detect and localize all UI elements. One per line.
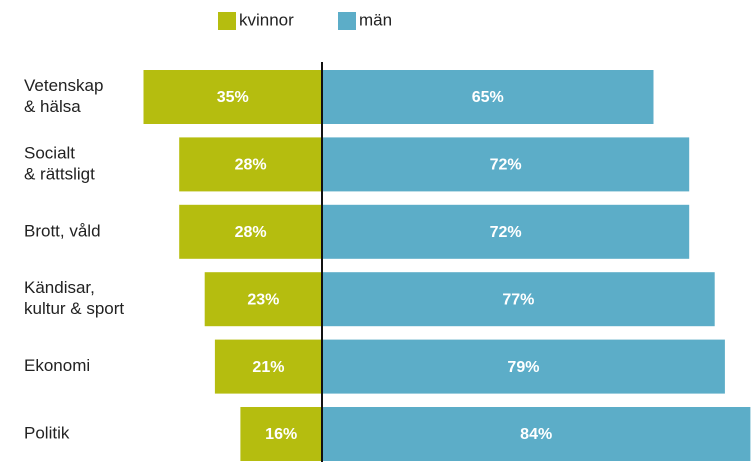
value-label: 21% <box>252 359 284 376</box>
bar <box>322 204 690 259</box>
category-label: Ekonomi <box>24 356 90 375</box>
value-label: 28% <box>235 224 267 241</box>
bar <box>240 407 322 461</box>
value-label: 28% <box>235 157 267 174</box>
category-label: & rättsligt <box>24 164 95 183</box>
category-label: Kändisar, <box>24 278 95 297</box>
category-label: Politik <box>24 423 70 442</box>
category-label: Socialt <box>24 143 75 162</box>
value-label: 72% <box>490 157 522 174</box>
legend-swatch <box>218 12 236 30</box>
value-label: 23% <box>247 291 279 308</box>
category-label: Vetenskap <box>24 76 103 95</box>
bar <box>322 407 751 461</box>
value-label: 79% <box>507 359 539 376</box>
value-label: 16% <box>265 426 297 443</box>
bar <box>204 272 322 327</box>
value-label: 72% <box>490 224 522 241</box>
category-label: kultur & sport <box>24 299 124 318</box>
category-label: Brott, våld <box>24 221 101 240</box>
bar <box>214 339 322 394</box>
legend-label: män <box>359 10 392 29</box>
value-label: 35% <box>217 89 249 106</box>
bar <box>322 70 654 124</box>
bar <box>179 137 322 192</box>
value-label: 84% <box>520 426 552 443</box>
bar <box>322 137 690 192</box>
bar <box>322 272 715 327</box>
value-label: 77% <box>502 291 534 308</box>
bar <box>322 339 725 394</box>
legend-swatch <box>338 12 356 30</box>
value-label: 65% <box>472 89 504 106</box>
legend-label: kvinnor <box>239 10 294 29</box>
bar <box>143 70 322 124</box>
bar <box>179 204 322 259</box>
category-label: & hälsa <box>24 97 81 116</box>
